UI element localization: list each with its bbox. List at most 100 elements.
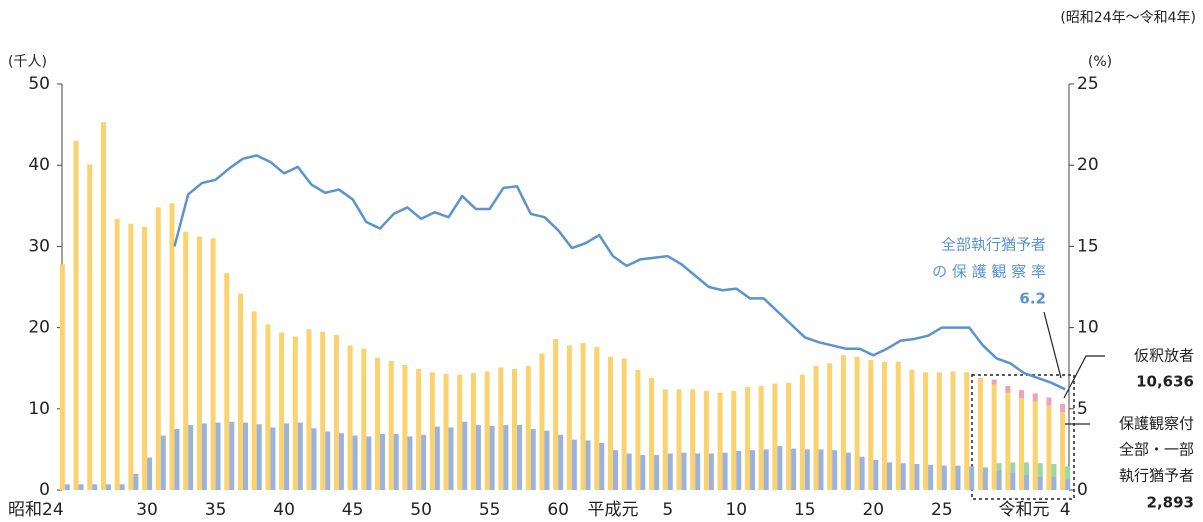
bar <box>1065 466 1071 480</box>
bar <box>585 440 591 490</box>
bar <box>292 336 298 490</box>
bar <box>936 372 942 490</box>
bar <box>1032 401 1038 490</box>
annotation: 2,893 <box>1147 494 1194 512</box>
bar <box>325 431 331 490</box>
bar <box>265 324 271 490</box>
bar <box>566 345 572 490</box>
bar <box>92 484 98 490</box>
x-tick-label: 10 <box>725 500 747 520</box>
bar <box>882 361 888 490</box>
x-tick-label: 30 <box>136 500 158 520</box>
y-tick-label: 20 <box>28 318 50 338</box>
bar <box>909 369 915 490</box>
bar <box>64 484 70 490</box>
bar <box>237 293 243 490</box>
bar <box>1037 463 1043 477</box>
bar <box>306 329 312 490</box>
bar <box>599 442 605 490</box>
bar <box>366 436 372 490</box>
bar <box>840 355 846 490</box>
bar <box>1065 479 1071 490</box>
x-tick-label: 20 <box>862 500 884 520</box>
bar <box>393 433 399 490</box>
bar <box>1046 405 1052 490</box>
bar <box>854 356 860 490</box>
bar <box>717 392 723 490</box>
bar <box>87 164 93 490</box>
bar <box>1019 390 1025 399</box>
y2-axis-unit: (%) <box>1088 54 1112 70</box>
bar <box>188 425 194 490</box>
bar <box>224 273 230 490</box>
bar <box>868 360 874 490</box>
leader-line <box>1043 311 1062 379</box>
bar <box>626 453 632 490</box>
bar <box>333 334 339 490</box>
bar <box>827 363 833 490</box>
bar <box>311 428 317 490</box>
x-tick-label: 50 <box>410 500 432 520</box>
bar <box>338 433 344 490</box>
bar <box>475 425 481 490</box>
bar <box>996 470 1002 490</box>
bar <box>215 422 221 490</box>
annotation: 執行猶予者 <box>1119 467 1194 485</box>
bar <box>941 465 947 490</box>
y-tick-label: 50 <box>28 74 50 94</box>
highlight-box <box>971 374 1075 500</box>
bar <box>955 465 961 490</box>
bar <box>928 464 934 490</box>
bar <box>553 338 559 490</box>
x-tick-label: 5 <box>662 500 673 520</box>
bar <box>59 264 65 490</box>
x-tick-label: 令和元 <box>999 500 1050 520</box>
bar <box>832 450 838 490</box>
bar <box>887 462 893 490</box>
bar <box>1060 403 1066 413</box>
bar <box>977 378 983 490</box>
bar <box>1010 472 1016 490</box>
bar <box>361 348 367 490</box>
bar <box>964 372 970 490</box>
y2-tick-label: 15 <box>1077 236 1099 256</box>
bar <box>1019 398 1025 490</box>
bar <box>434 426 440 490</box>
y2-tick-label: 0 <box>1077 480 1088 500</box>
bar <box>407 436 413 490</box>
bar <box>731 390 737 490</box>
bar <box>804 449 810 490</box>
bar <box>722 452 728 490</box>
bar <box>530 429 536 490</box>
bar <box>142 226 148 491</box>
bar <box>78 484 84 490</box>
bar <box>297 422 303 490</box>
bar <box>429 372 435 490</box>
bar <box>320 331 326 490</box>
bar <box>703 390 709 490</box>
bar <box>695 453 701 490</box>
annotation: 仮釈放者 <box>1134 347 1194 365</box>
bar <box>950 371 956 490</box>
bar <box>270 427 276 490</box>
bar <box>484 371 490 490</box>
x-tick-label: 平成元 <box>587 500 638 520</box>
bar <box>621 358 627 490</box>
bar <box>503 425 509 490</box>
bar <box>991 379 997 385</box>
bar <box>1037 476 1043 490</box>
bar <box>544 430 550 490</box>
bar <box>708 453 714 490</box>
bar <box>690 389 696 490</box>
y2-tick-label: 25 <box>1077 74 1099 94</box>
bar <box>676 389 682 490</box>
bar <box>512 369 518 490</box>
bar <box>489 425 495 490</box>
bar <box>421 434 427 490</box>
bar <box>749 450 755 490</box>
x-tick-label: 40 <box>273 500 295 520</box>
bar <box>991 384 997 490</box>
x-tick-label: 25 <box>931 500 953 520</box>
bar <box>873 459 879 490</box>
